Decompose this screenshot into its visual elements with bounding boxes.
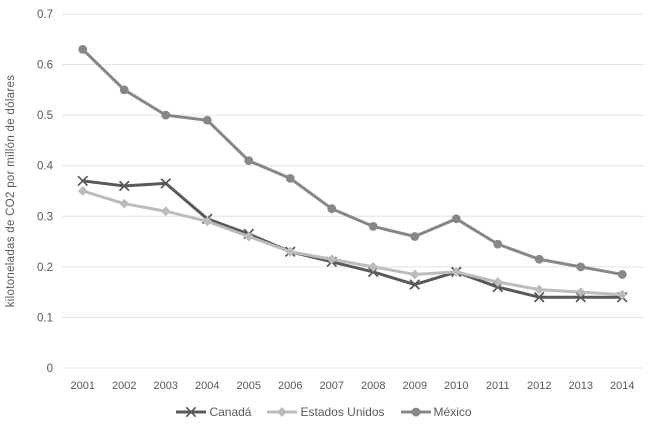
legend-circle-marker-icon — [400, 407, 431, 417]
y-tick-label: 0.5 — [37, 110, 53, 122]
circle-marker — [411, 407, 420, 417]
x-tick-label: 2008 — [361, 380, 385, 392]
diamond-marker — [160, 206, 171, 217]
diamond-marker — [534, 284, 545, 295]
circle-marker — [161, 110, 171, 120]
x-tick-label: 2013 — [569, 380, 593, 392]
series-estados-unidos — [77, 186, 628, 300]
x-marker — [118, 180, 130, 192]
y-tick-label: 0.2 — [37, 262, 53, 274]
x-tick-label: 2012 — [527, 380, 551, 392]
y-tick-label: 0.6 — [37, 60, 53, 72]
y-tick-label: 0.1 — [37, 312, 53, 324]
x-tick-label: 2009 — [403, 380, 427, 392]
legend-item-canada: Canadá — [176, 405, 251, 419]
x-tick-label: 2004 — [195, 380, 219, 392]
legend-label: Estados Unidos — [300, 405, 385, 419]
circle-marker — [327, 204, 337, 214]
chart-plot-area: 0 0.1 0.2 0.3 0.4 0.5 0.6 0.7 2001 2002 2003 2004 20… — [37, 9, 643, 392]
x-tick-label: 2010 — [444, 380, 468, 392]
diamond-marker — [77, 186, 88, 196]
x-tick-label: 2006 — [278, 380, 302, 392]
legend-diamond-marker-icon — [267, 407, 298, 417]
x-tick-label: 2003 — [154, 380, 178, 392]
x-tick-label: 2002 — [112, 380, 136, 392]
y-axis-title: kilotoneladas de CO2 por millón de dólar… — [5, 74, 17, 308]
circle-marker — [285, 173, 295, 183]
x-tick-label: 2014 — [610, 380, 634, 392]
circle-marker — [576, 262, 586, 272]
diamond-marker — [451, 267, 462, 277]
series-line-estados-unidos — [81, 189, 624, 297]
diamond-marker — [202, 216, 213, 227]
circle-marker — [451, 214, 461, 224]
series-line-mexico — [81, 47, 624, 276]
circle-marker — [617, 270, 627, 279]
y-tick-label: 0.7 — [37, 9, 53, 21]
diamond-marker — [326, 254, 337, 265]
legend-label: México — [433, 405, 472, 419]
x-marker — [77, 175, 89, 187]
series-line-canada — [81, 179, 624, 299]
diamond-marker — [277, 407, 288, 417]
x-marker — [186, 406, 197, 418]
legend-x-marker-icon — [176, 406, 207, 418]
series-mexico — [78, 45, 627, 279]
diamond-marker — [243, 231, 254, 242]
diamond-marker — [492, 277, 503, 287]
y-tick-label: 0.3 — [37, 211, 53, 223]
circle-marker — [410, 232, 420, 241]
x-marker — [575, 291, 587, 303]
diamond-marker — [617, 289, 628, 300]
x-tick-label: 2011 — [486, 380, 510, 392]
x-marker — [533, 291, 545, 303]
diamond-marker — [575, 287, 586, 298]
series-canada — [77, 175, 628, 303]
circle-marker — [78, 45, 88, 54]
circle-marker — [493, 239, 503, 249]
x-marker — [160, 178, 172, 189]
diamond-marker — [409, 269, 420, 280]
diamond-marker — [119, 198, 130, 209]
chart-legend: Canadá Estados Unidos México — [0, 402, 648, 422]
circle-marker — [534, 254, 544, 264]
diamond-marker — [285, 246, 296, 257]
x-tick-label: 2005 — [237, 380, 261, 392]
x-tick-label: 2001 — [71, 380, 95, 392]
legend-label: Canadá — [209, 405, 252, 419]
legend-item-estados-unidos: Estados Unidos — [267, 405, 385, 419]
circle-marker — [202, 115, 212, 125]
x-marker — [409, 279, 421, 290]
diamond-marker — [368, 261, 379, 272]
circle-marker — [368, 222, 378, 231]
y-tick-label: 0 — [47, 363, 53, 375]
y-tick-label: 0.4 — [37, 161, 54, 173]
x-tick-label: 2007 — [320, 380, 344, 392]
legend-item-mexico: México — [400, 405, 472, 419]
circle-marker — [119, 85, 129, 95]
circle-marker — [244, 156, 254, 166]
